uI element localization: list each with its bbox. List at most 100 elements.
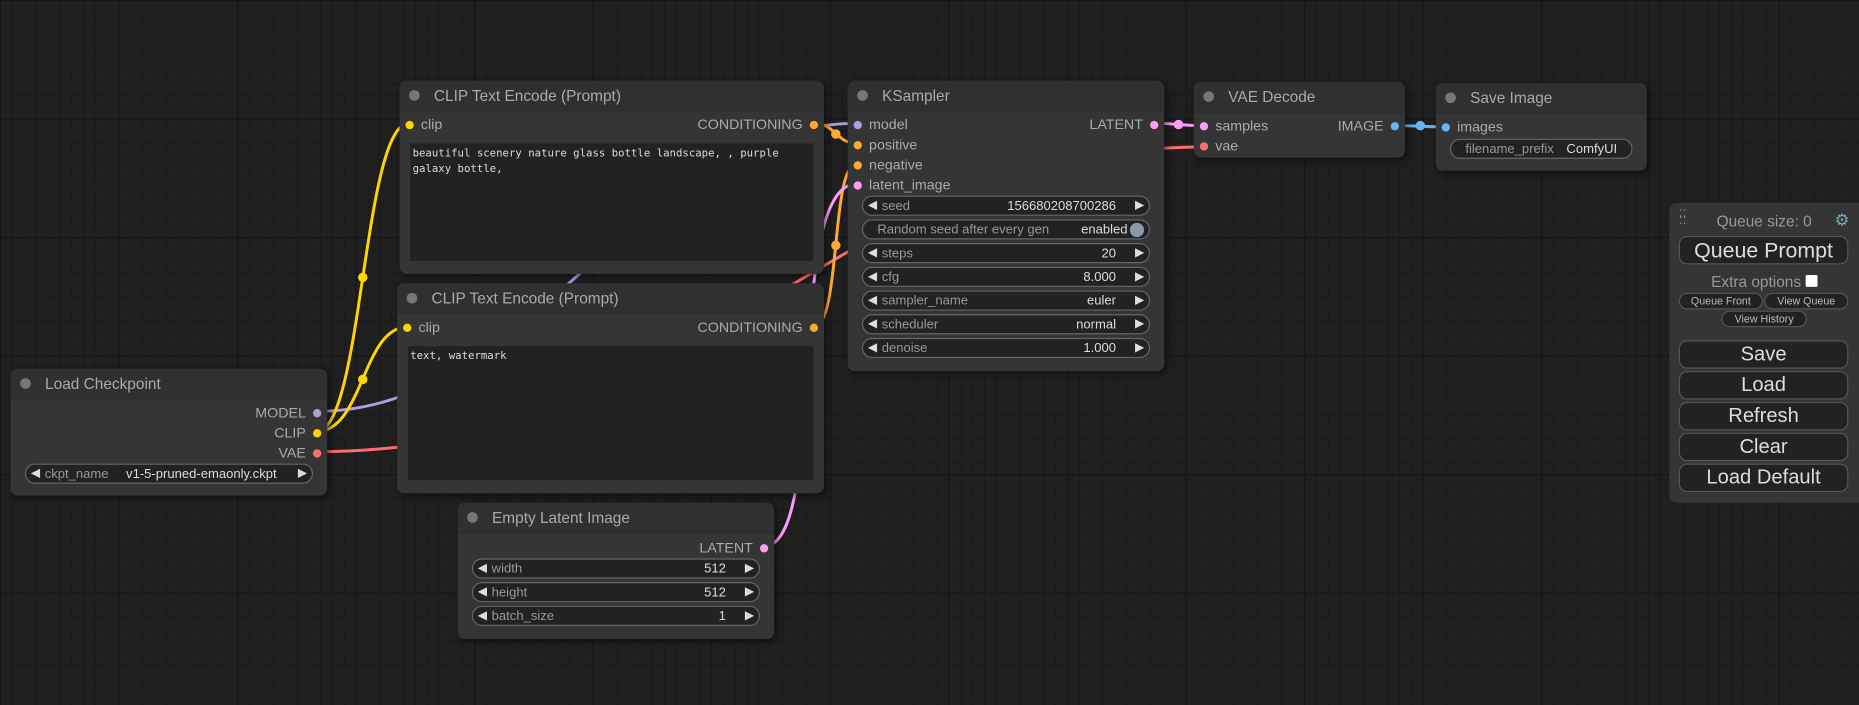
node-title[interactable]: CLIP Text Encode (Prompt) [399, 80, 824, 112]
arrow-left-icon[interactable]: ◀ [867, 270, 877, 284]
input-negative[interactable]: negative [853, 156, 923, 174]
drag-handle-icon[interactable]: ⁚⁚ ⁚⁚ [1678, 208, 1687, 228]
view-queue-button[interactable]: View Queue [1764, 292, 1849, 310]
arrow-right-icon[interactable]: ▶ [744, 609, 755, 623]
sampler-name-combo[interactable]: ◀ sampler_name euler ▶ [861, 290, 1151, 311]
node-title[interactable]: Save Image [1435, 82, 1647, 114]
input-latent-image[interactable]: latent_image [853, 176, 951, 194]
input-images[interactable]: images [1441, 119, 1503, 135]
output-model[interactable]: MODEL [255, 404, 322, 421]
arrow-left-icon[interactable]: ◀ [477, 561, 487, 576]
denoise-widget[interactable]: ◀ denoise 1.000 ▶ [861, 337, 1151, 359]
arrow-left-icon[interactable]: ◀ [477, 609, 487, 623]
widget-value: 156680208700286 [1007, 198, 1116, 213]
node-save-image[interactable]: Save Image images filename_prefix ComfyUI [1435, 82, 1647, 171]
slot-label: clip [418, 318, 440, 336]
prompt-textarea[interactable]: text, watermark [407, 346, 814, 481]
collapse-dot[interactable] [857, 90, 868, 101]
arrow-right-icon[interactable]: ▶ [744, 585, 755, 599]
arrow-left-icon[interactable]: ◀ [867, 199, 877, 213]
wire-negative-midpoint [831, 240, 841, 251]
height-widget[interactable]: ◀ height 512 ▶ [471, 582, 760, 603]
arrow-left-icon[interactable]: ◀ [30, 467, 40, 481]
random-seed-toggle[interactable]: Random seed after every gen enabled [861, 219, 1151, 240]
input-vae[interactable]: vae [1199, 137, 1239, 155]
node-title[interactable]: Load Checkpoint [10, 368, 328, 400]
output-clip[interactable]: CLIP [274, 424, 322, 441]
collapse-dot[interactable] [20, 378, 31, 389]
arrow-right-icon[interactable]: ▶ [744, 561, 755, 576]
input-samples[interactable]: samples [1199, 117, 1268, 134]
node-title[interactable]: VAE Decode [1193, 81, 1405, 113]
arrow-right-icon[interactable]: ▶ [1134, 199, 1145, 213]
collapse-dot[interactable] [1445, 92, 1456, 104]
output-conditioning[interactable]: CONDITIONING [698, 319, 819, 336]
cfg-widget[interactable]: ◀ cfg 8.000 ▶ [861, 266, 1151, 287]
batch-size-widget[interactable]: ◀ batch_size 1 ▶ [471, 605, 760, 626]
output-vae[interactable]: VAE [278, 445, 322, 461]
arrow-left-icon[interactable]: ◀ [867, 341, 877, 355]
node-clip-text-encode-positive[interactable]: CLIP Text Encode (Prompt) clip CONDITION… [399, 80, 824, 274]
output-latent[interactable]: LATENT [699, 539, 769, 556]
node-clip-text-encode-negative[interactable]: CLIP Text Encode (Prompt) clip CONDITION… [397, 283, 824, 494]
widget-value: v1-5-pruned-emaonly.ckpt [126, 466, 277, 481]
arrow-right-icon[interactable]: ▶ [1134, 246, 1145, 260]
node-load-checkpoint[interactable]: Load Checkpoint MODEL CLIP VAE ◀ ckpt_nam… [10, 368, 328, 496]
arrow-right-icon[interactable]: ▶ [297, 467, 308, 481]
collapse-dot[interactable] [406, 292, 418, 304]
arrow-left-icon[interactable]: ◀ [867, 294, 877, 308]
load-default-button[interactable]: Load Default [1678, 463, 1849, 493]
node-title-text: Empty Latent Image [492, 508, 630, 527]
slot-label: vae [1215, 137, 1239, 155]
arrow-right-icon[interactable]: ▶ [1134, 317, 1145, 331]
input-clip[interactable]: clip [405, 116, 442, 133]
widget-label: ckpt_name [44, 466, 109, 481]
input-positive[interactable]: positive [853, 136, 917, 153]
node-title[interactable]: Empty Latent Image [457, 502, 775, 534]
output-conditioning[interactable]: CONDITIONING [698, 116, 819, 133]
output-image[interactable]: IMAGE [1338, 117, 1399, 134]
filename-prefix-input[interactable]: filename_prefix ComfyUI [1449, 138, 1633, 159]
view-history-button[interactable]: View History [1721, 310, 1807, 328]
collapse-dot[interactable] [409, 90, 420, 101]
refresh-button[interactable]: Refresh [1678, 401, 1849, 431]
queue-panel: ⁚⁚ ⁚⁚ Queue size: 0 ⚙ Queue Prompt Extra … [1669, 202, 1859, 503]
toggle-knob-icon [1129, 222, 1145, 237]
seed-widget[interactable]: ◀ seed 156680208700286 ▶ [861, 195, 1151, 216]
settings-gear-icon[interactable]: ⚙ [1834, 209, 1850, 229]
node-ksampler[interactable]: KSampler model LATENT positive negative … [847, 80, 1165, 372]
prompt-textarea[interactable]: beautiful scenery nature glass bottle la… [410, 143, 814, 261]
arrow-left-icon[interactable]: ◀ [477, 585, 487, 599]
load-button[interactable]: Load [1678, 371, 1849, 400]
clear-button[interactable]: Clear [1678, 432, 1849, 462]
queue-prompt-button[interactable]: Queue Prompt [1678, 235, 1849, 265]
arrow-right-icon[interactable]: ▶ [1134, 341, 1145, 355]
widget-label: batch_size [491, 608, 555, 624]
arrow-right-icon[interactable]: ▶ [1134, 294, 1145, 308]
node-title[interactable]: KSampler [847, 80, 1165, 112]
widget-label: width [491, 561, 523, 576]
collapse-dot[interactable] [1203, 91, 1215, 102]
arrow-left-icon[interactable]: ◀ [867, 317, 877, 331]
node-empty-latent-image[interactable]: Empty Latent Image LATENT ◀ width 512 ▶ ◀ he… [457, 502, 775, 640]
width-widget[interactable]: ◀ width 512 ▶ [471, 558, 760, 579]
collapse-dot[interactable] [467, 512, 478, 523]
queue-front-button[interactable]: Queue Front [1678, 292, 1763, 310]
output-latent[interactable]: LATENT [1089, 116, 1159, 133]
arrow-right-icon[interactable]: ▶ [1134, 270, 1145, 284]
slot-label: latent_image [869, 176, 951, 194]
ckpt-name-combo[interactable]: ◀ ckpt_name v1-5-pruned-emaonly.ckpt ▶ [24, 463, 313, 484]
save-button[interactable]: Save [1678, 340, 1849, 369]
widget-value: 1 [718, 608, 726, 624]
steps-widget[interactable]: ◀ steps 20 ▶ [861, 243, 1151, 264]
node-vae-decode[interactable]: VAE Decode samples IMAGE vae [1193, 81, 1405, 158]
arrow-left-icon[interactable]: ◀ [867, 246, 877, 260]
input-clip[interactable]: clip [403, 319, 440, 336]
scheduler-combo[interactable]: ◀ scheduler normal ▶ [861, 314, 1151, 335]
slot-label: negative [869, 156, 923, 174]
queue-size-label: Queue size: 0 [1716, 212, 1812, 231]
input-model[interactable]: model [853, 116, 908, 133]
widget-value: ComfyUI [1566, 141, 1618, 156]
node-title[interactable]: CLIP Text Encode (Prompt) [397, 283, 824, 315]
extra-options-checkbox[interactable] [1805, 275, 1818, 287]
